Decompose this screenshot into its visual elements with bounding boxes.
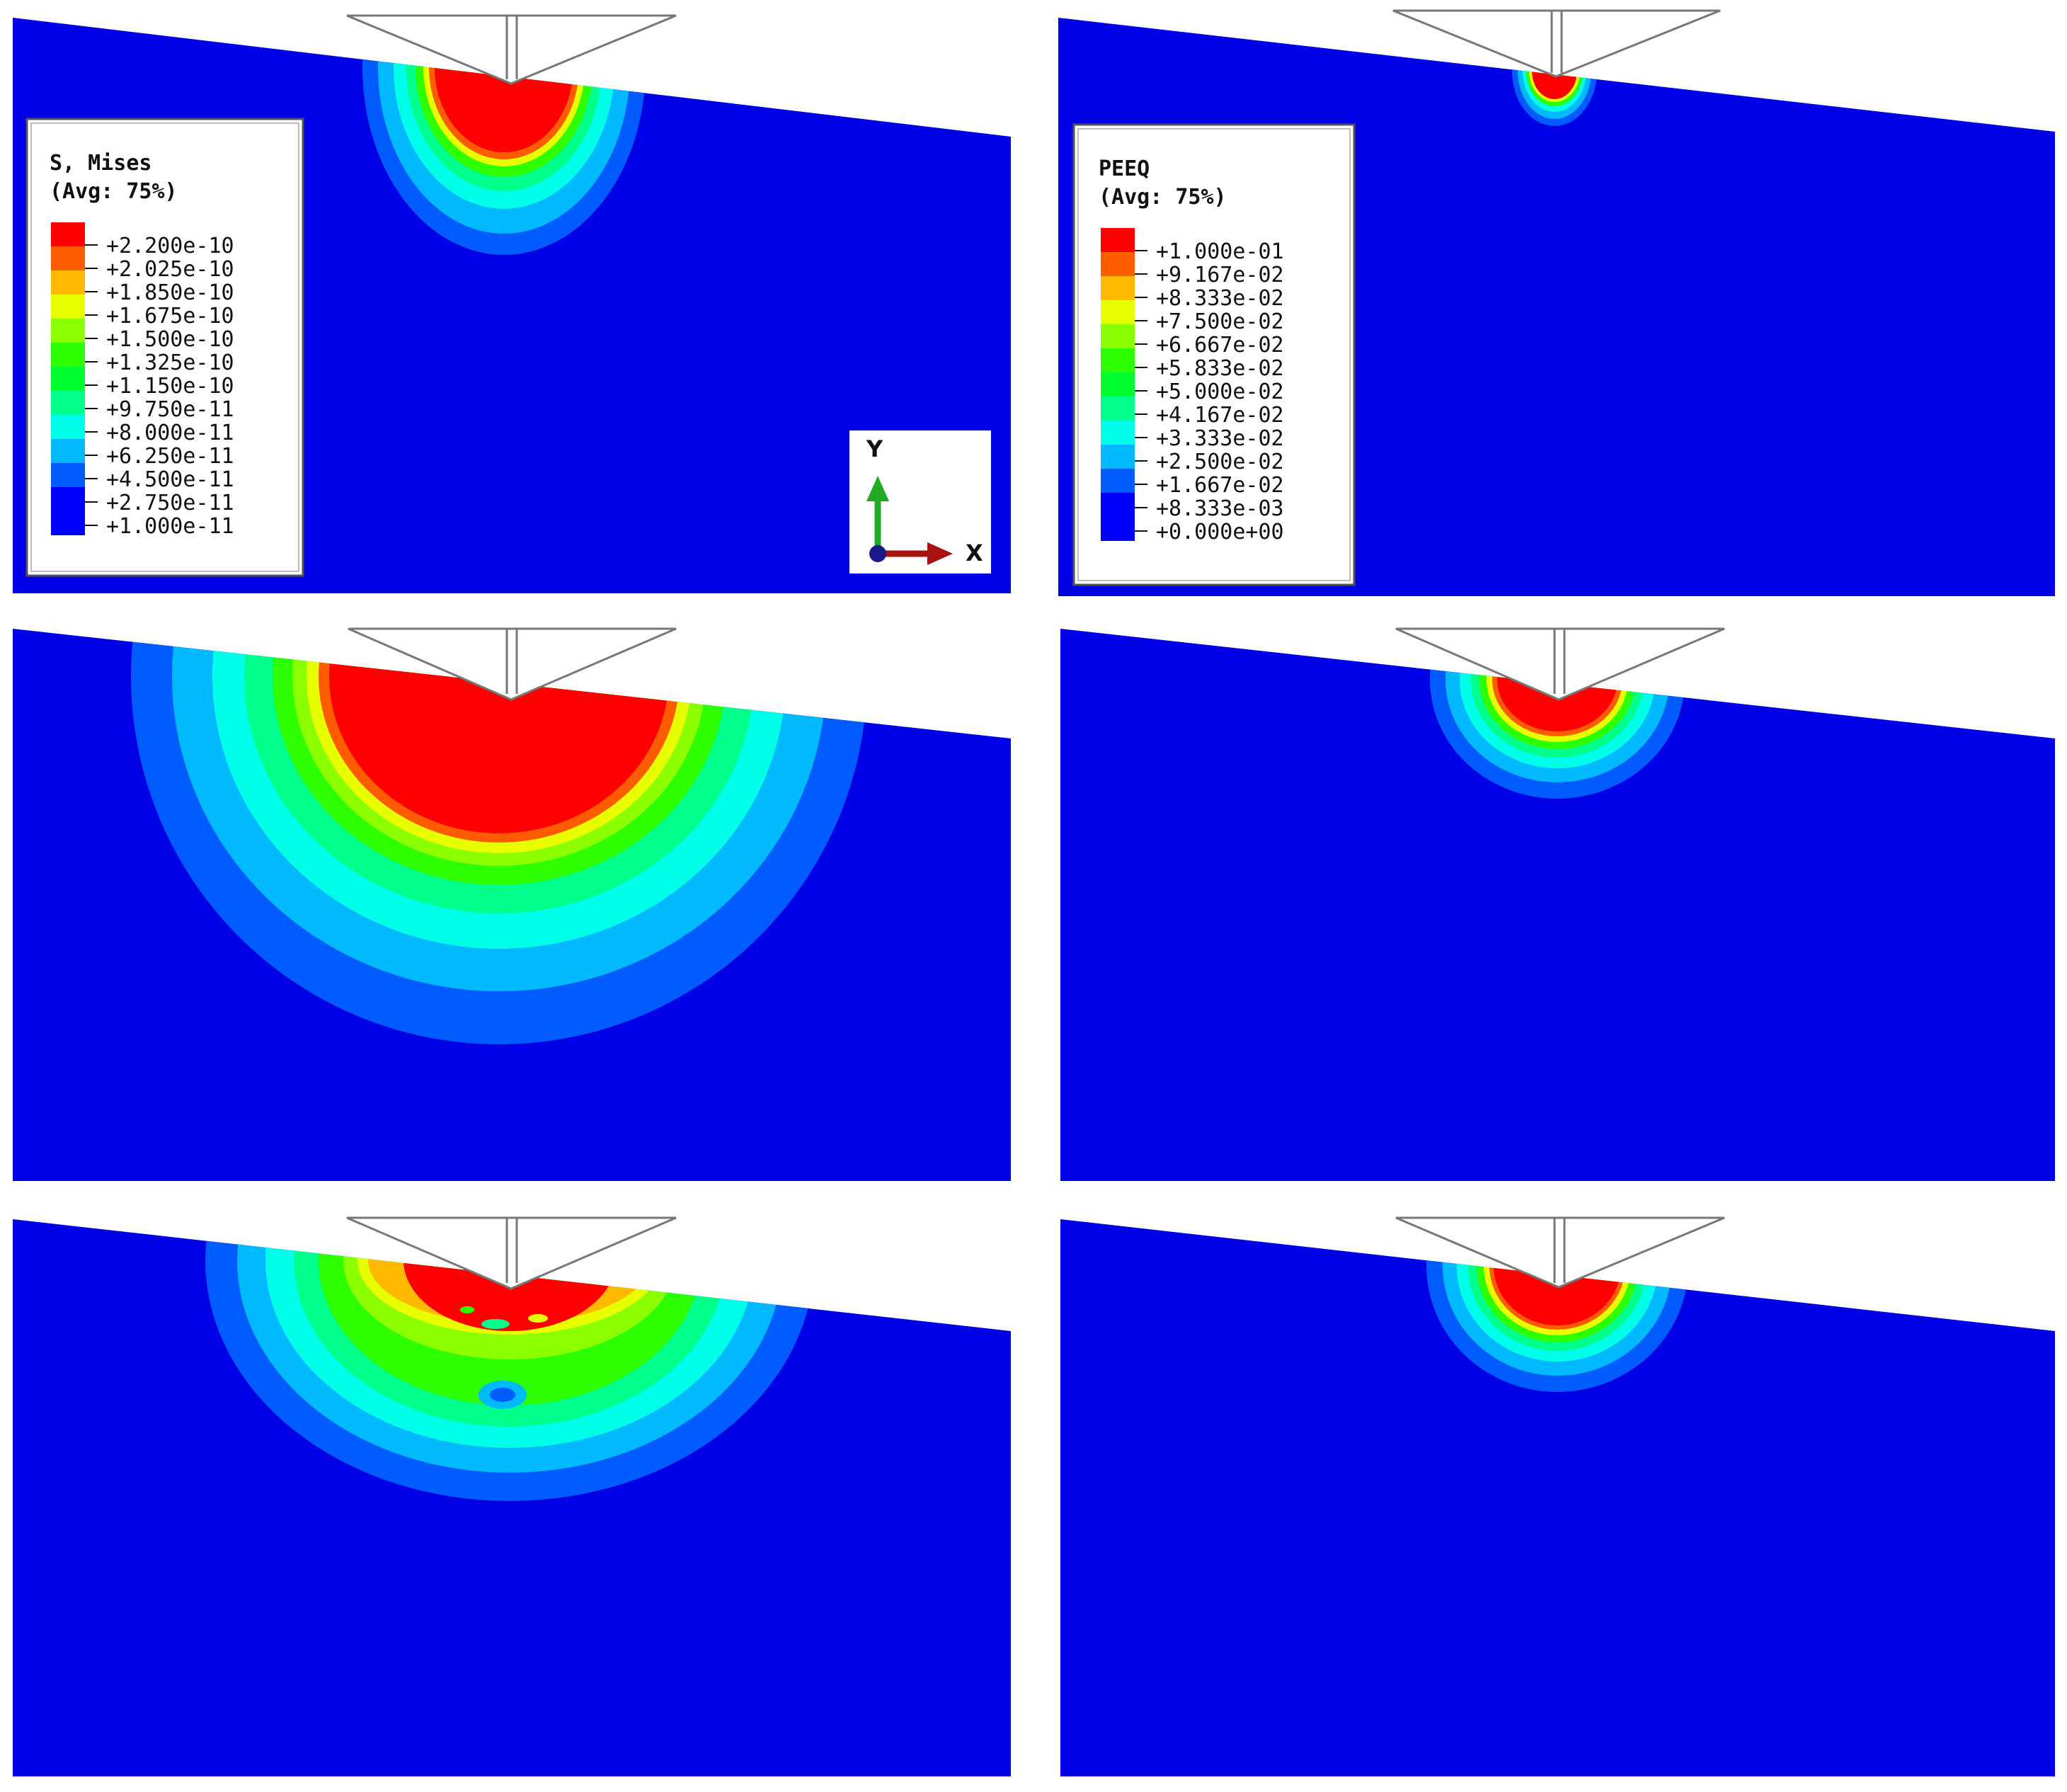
indenter	[1392, 9, 1721, 78]
legend-peeq-value: +6.667e-02	[1156, 333, 1284, 358]
legend-peeq-subtitle: (Avg: 75%)	[1099, 185, 1227, 210]
legend-peeq-value: +0.000e+00	[1156, 520, 1284, 544]
coordinate-triad: Y X	[849, 430, 991, 573]
legend-mises-subtitle: (Avg: 75%)	[50, 179, 178, 204]
legend-peeq-value: +3.333e-02	[1156, 426, 1284, 451]
legend-peeq-colorbar	[1101, 228, 1135, 541]
legend-peeq-value: +4.167e-02	[1156, 403, 1284, 428]
panel-mises-1: S, Mises (Avg: 75%)	[13, 14, 1011, 593]
panel-mises-2	[13, 627, 1011, 1181]
panel-peeq-3	[1060, 1216, 2055, 1776]
panel-peeq-2	[1060, 627, 2055, 1181]
legend-peeq-value: +1.667e-02	[1156, 473, 1284, 498]
x-axis-arrowhead	[927, 542, 953, 565]
legend-mises-value: +1.850e-10	[106, 280, 234, 305]
indenter	[1395, 627, 1725, 701]
indenter	[346, 1216, 677, 1290]
legend-mises-value: +6.250e-11	[106, 444, 234, 469]
legend-mises: S, Mises (Avg: 75%)	[25, 118, 304, 577]
panel-mises-3	[13, 1216, 1011, 1776]
legend-peeq-title: PEEQ	[1099, 156, 1150, 181]
y-axis-arrowhead	[866, 476, 889, 501]
legend-mises-value: +1.000e-11	[106, 514, 234, 539]
legend-peeq-value: +5.000e-02	[1156, 379, 1284, 404]
legend-peeq: PEEQ (Avg: 75%)	[1072, 123, 1356, 586]
legend-mises-value: +2.750e-11	[106, 491, 234, 515]
specimen-body	[1060, 1219, 2055, 1776]
legend-mises-value: +2.200e-10	[106, 234, 234, 258]
legend-peeq-value: +1.000e-01	[1156, 239, 1284, 264]
indenter	[1395, 1216, 1725, 1289]
legend-peeq-value: +2.500e-02	[1156, 450, 1284, 474]
triad-origin	[869, 545, 886, 562]
legend-mises-value: +2.025e-10	[106, 257, 234, 282]
legend-mises-value: +1.675e-10	[106, 304, 234, 329]
legend-mises-value: +1.500e-10	[106, 327, 234, 352]
legend-mises-value: +9.750e-11	[106, 397, 234, 422]
legend-mises-value: +4.500e-11	[106, 467, 234, 492]
legend-peeq-ticks	[1135, 250, 1147, 532]
legend-mises-title: S, Mises	[50, 151, 152, 176]
legend-peeq-value: +9.167e-02	[1156, 263, 1284, 287]
legend-mises-value: +8.000e-11	[106, 421, 234, 445]
legend-mises-ticks	[85, 244, 98, 526]
specimen-body	[1060, 629, 2055, 1181]
triad-y-label: Y	[866, 435, 883, 462]
legend-peeq-value: +5.833e-02	[1156, 356, 1284, 381]
indenter	[348, 627, 677, 701]
legend-mises-value: +1.150e-10	[106, 374, 234, 399]
legend-peeq-value: +8.333e-03	[1156, 496, 1284, 521]
triad-x-label: X	[966, 540, 983, 566]
indenter	[346, 14, 677, 85]
legend-peeq-value: +8.333e-02	[1156, 286, 1284, 311]
panel-peeq-1: PEEQ (Avg: 75%)	[1058, 9, 2055, 596]
legend-mises-colorbar	[51, 222, 85, 535]
legend-mises-value: +1.325e-10	[106, 350, 234, 375]
legend-peeq-value: +7.500e-02	[1156, 309, 1284, 334]
